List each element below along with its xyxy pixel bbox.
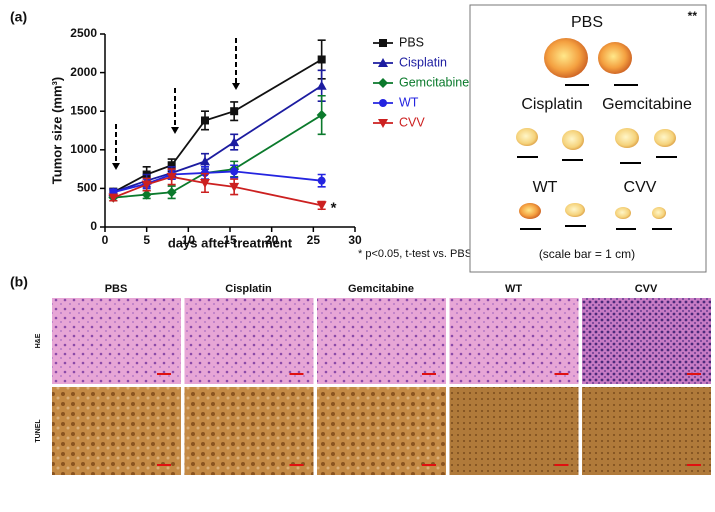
- y-tick-label: 1500: [70, 103, 97, 117]
- legend-marker: [379, 39, 387, 47]
- significance: **: [688, 9, 698, 23]
- micrograph: [184, 298, 314, 384]
- marker: [166, 172, 177, 182]
- row-label: H&E: [35, 333, 42, 348]
- legend-label: Cisplatin: [399, 55, 447, 69]
- marker: [141, 180, 152, 190]
- micrograph: [449, 298, 579, 384]
- group-label: WT: [533, 179, 558, 196]
- y-tick-label: 0: [90, 219, 97, 233]
- marker: [108, 193, 119, 203]
- series-line: [113, 84, 323, 194]
- histology-panel: (b) H&E TUNEL PBS Cisplatin Gemcitabine WT C…: [10, 274, 711, 475]
- y-axis-label: Tumor size (mm³): [49, 77, 64, 184]
- marker: [230, 107, 239, 116]
- column-label: Cisplatin: [225, 283, 272, 295]
- micrograph: [52, 387, 181, 475]
- arrow-head: [171, 127, 179, 134]
- marker: [200, 156, 210, 166]
- x-tick-label: 20: [265, 233, 279, 247]
- legend-marker: [378, 119, 388, 128]
- row-label: TUNEL: [35, 419, 42, 443]
- series-line: [112, 58, 323, 194]
- legend-label: WT: [399, 95, 419, 109]
- arrow-head: [232, 83, 240, 90]
- marker: [316, 110, 327, 121]
- micrograph: [449, 387, 579, 475]
- x-tick-label: 5: [143, 233, 150, 247]
- legend-label: PBS: [399, 35, 424, 49]
- arrow-head: [112, 163, 120, 170]
- y-tick-label: 500: [77, 181, 97, 195]
- micrograph: [582, 298, 711, 384]
- legend-marker: [378, 78, 388, 88]
- micrograph: [317, 298, 446, 384]
- scale-bars: [517, 84, 677, 230]
- tumor-photos: [516, 38, 676, 219]
- x-tick-label: 25: [307, 233, 321, 247]
- line-chart: (a) 0 500 1000 1500 2000 2500 0 5 10 15 20 25 30 Tumor…: [10, 9, 472, 260]
- column-label: WT: [505, 283, 522, 295]
- caption: (scale bar = 1 cm): [539, 247, 635, 261]
- series-line: [113, 170, 322, 194]
- group-label: Gemcitabine: [602, 96, 692, 113]
- x-tick-label: 15: [223, 233, 237, 247]
- micrograph: [317, 387, 446, 475]
- legend-marker: [378, 58, 388, 67]
- panel-label: (a): [10, 9, 27, 25]
- y-tick-label: 2000: [70, 65, 97, 79]
- marker: [167, 161, 176, 170]
- micrograph: [184, 387, 314, 475]
- marker: [317, 176, 326, 185]
- micrograph: [582, 387, 711, 475]
- marker: [141, 189, 152, 200]
- x-axis-label: days after treatment: [168, 235, 293, 250]
- marker: [166, 187, 177, 198]
- group-label: Cisplatin: [521, 96, 582, 113]
- column-label: CVV: [635, 283, 658, 295]
- x-tick-label: 30: [348, 233, 362, 247]
- panel-label: (b): [10, 274, 28, 290]
- group-label: PBS: [571, 14, 603, 31]
- footnote: * p<0.05, t-test vs. PBS: [358, 248, 472, 260]
- series-line: [113, 175, 322, 207]
- y-tick-label: 2500: [70, 26, 97, 40]
- x-tick-label: 0: [102, 233, 109, 247]
- y-tick-label: 1000: [70, 142, 97, 156]
- micrograph: [52, 298, 181, 384]
- marker: [229, 182, 240, 192]
- marker: [201, 116, 209, 125]
- marker: [317, 55, 326, 64]
- group-label: CVV: [624, 179, 657, 196]
- photo-panel: ** PBS Cisplatin Gemcitabine WT CVV (sca…: [469, 4, 707, 273]
- marker: [316, 80, 327, 90]
- x-tick-label: 10: [182, 233, 196, 247]
- series-line: [113, 114, 323, 199]
- legend-label: Gemcitabine: [399, 75, 469, 89]
- column-label: Gemcitabine: [348, 283, 414, 295]
- column-label: PBS: [105, 283, 128, 295]
- marker: [229, 137, 240, 147]
- marker: [200, 178, 210, 188]
- legend-marker: [379, 99, 387, 107]
- annotation: *: [331, 199, 337, 216]
- legend-label: CVV: [399, 115, 425, 129]
- marker: [230, 167, 239, 176]
- marker: [316, 201, 327, 211]
